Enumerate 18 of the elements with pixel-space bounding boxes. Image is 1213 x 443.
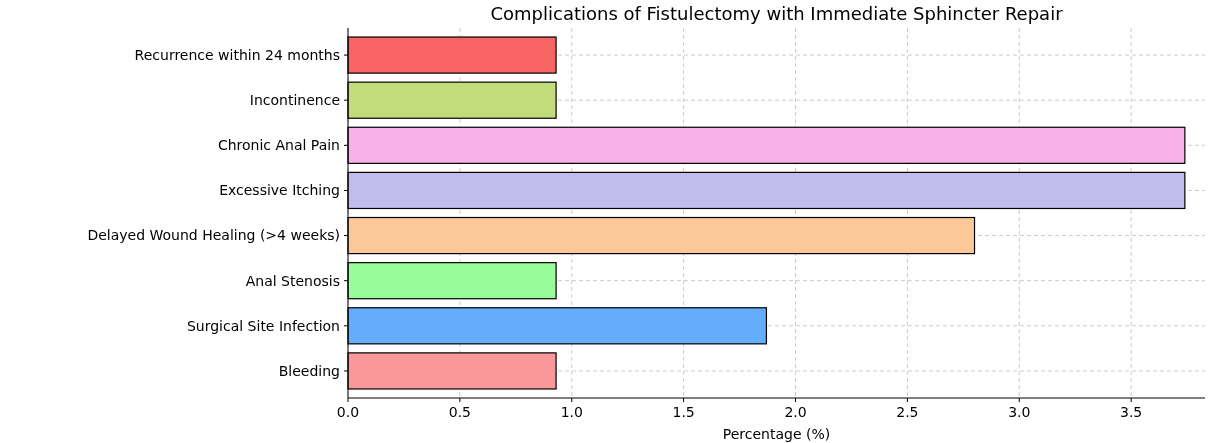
chart-title: Complications of Fistulectomy with Immediate Sphincter Repair (490, 3, 1064, 24)
x-tick-label: 1.5 (672, 404, 695, 420)
y-tick-label: Chronic Anal Pain (217, 137, 340, 154)
y-tick-label: Incontinence (249, 92, 340, 109)
x-tick-label: 0.5 (448, 404, 472, 420)
y-tick-label: Anal Stenosis (245, 272, 340, 289)
y-tick-label: Excessive Itching (219, 182, 340, 199)
x-tick-label: 3.0 (1008, 404, 1031, 420)
y-tick-label: Recurrence within 24 months (134, 46, 340, 63)
x-tick-label: 3.5 (1120, 404, 1143, 420)
x-tick-label: 1.0 (560, 404, 583, 420)
x-tick-label: 2.5 (896, 404, 919, 420)
y-tick-label: Bleeding (278, 362, 340, 379)
y-tick-label: Delayed Wound Healing (>4 weeks) (87, 227, 340, 244)
x-tick-label: 0.0 (336, 404, 360, 420)
x-tick-label: 2.0 (784, 404, 807, 420)
y-tick-label: Surgical Site Infection (186, 317, 340, 334)
x-axis-title: Percentage (%) (722, 426, 831, 442)
